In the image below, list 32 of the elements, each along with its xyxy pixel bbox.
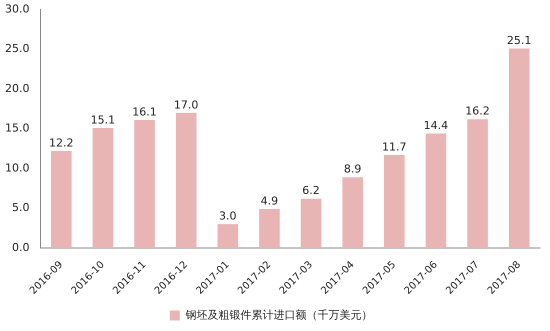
bar: [51, 151, 72, 248]
bar: [259, 209, 280, 248]
data-label: 25.1: [506, 34, 532, 47]
bar: [176, 112, 196, 248]
bar: [467, 119, 488, 248]
data-label: 8.9: [344, 162, 362, 176]
data-label: 4.9: [260, 194, 278, 208]
data-label: 16.2: [465, 104, 490, 118]
bar: [508, 48, 530, 248]
y-tick-label: 30.0: [4, 2, 30, 16]
bar: [218, 224, 238, 248]
y-tick-label: 10.0: [4, 161, 30, 174]
bar: [134, 120, 155, 248]
y-tick-label: 25.0: [4, 42, 30, 56]
bar: [384, 155, 405, 248]
legend-label: 钢坯及粗锻件累计进口额（千万美元）: [184, 308, 372, 322]
bar: [342, 177, 363, 248]
bar: [300, 198, 322, 248]
bar: [426, 134, 446, 248]
data-label: 3.0: [219, 209, 237, 222]
data-label: 12.2: [49, 136, 74, 150]
data-label: 11.7: [382, 140, 407, 154]
bar: [92, 128, 114, 248]
data-label: 14.4: [424, 118, 448, 132]
data-label: 17.0: [174, 98, 198, 112]
y-tick-label: 5.0: [12, 201, 30, 214]
data-label: 6.2: [302, 184, 320, 198]
y-tick-label: 15.0: [4, 122, 30, 135]
data-label: 15.1: [90, 113, 116, 126]
y-tick-label: 0.0: [12, 240, 30, 254]
y-tick-label: 20.0: [4, 82, 30, 95]
data-label: 16.1: [132, 105, 157, 118]
